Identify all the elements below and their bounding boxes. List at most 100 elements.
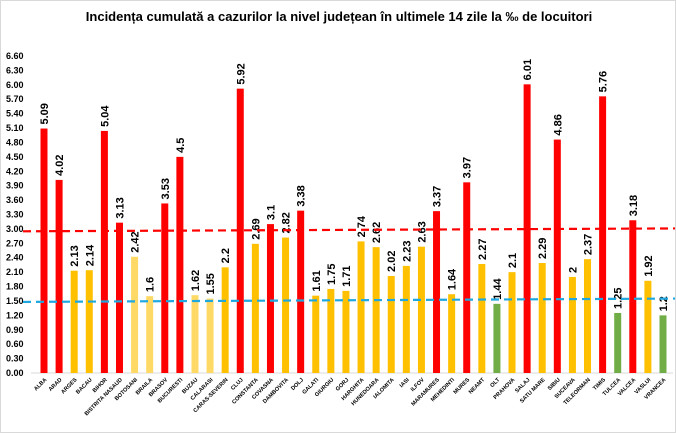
bar-prahova bbox=[508, 272, 516, 373]
y-tick-label: 4.50 bbox=[6, 152, 24, 162]
bar-ilfov bbox=[417, 246, 425, 373]
chart-title: Incidența cumulată a cazurilor la nivel … bbox=[85, 9, 593, 24]
data-label: 1.64 bbox=[447, 268, 459, 290]
bar-suceava bbox=[568, 276, 576, 373]
category-label: ALBA bbox=[33, 377, 48, 392]
bar-dolj bbox=[297, 210, 305, 373]
bar-arad bbox=[55, 179, 63, 373]
red-threshold-line bbox=[22, 227, 675, 233]
data-label: 2.62 bbox=[371, 222, 383, 243]
bar-bihor bbox=[100, 130, 108, 373]
y-tick-label: 1.20 bbox=[6, 310, 24, 320]
data-label: 1.92 bbox=[643, 255, 655, 276]
data-label: 2.82 bbox=[281, 212, 293, 233]
data-label: 3.1 bbox=[265, 205, 277, 220]
data-label: 2.1 bbox=[507, 253, 519, 268]
bar-valcea bbox=[629, 220, 637, 373]
data-label: 2.42 bbox=[130, 231, 142, 252]
y-tick-label: 3.90 bbox=[6, 181, 24, 191]
category-label: NEAMT bbox=[468, 377, 487, 396]
y-tick-label: 5.70 bbox=[6, 94, 24, 104]
bar-dambovita bbox=[282, 237, 290, 373]
data-label: 3.38 bbox=[296, 185, 308, 206]
bar-satu-mare bbox=[538, 263, 546, 373]
data-label: 2.27 bbox=[477, 239, 489, 260]
data-label: 2.2 bbox=[220, 248, 232, 263]
data-label: 6.01 bbox=[522, 59, 534, 80]
data-label: 2.02 bbox=[386, 251, 398, 272]
y-tick-label: 6.60 bbox=[6, 51, 24, 61]
y-tick-label: 5.10 bbox=[6, 123, 24, 133]
data-label: 1.44 bbox=[492, 278, 504, 300]
data-label: 1.2 bbox=[658, 296, 670, 311]
data-label: 2.23 bbox=[401, 240, 413, 261]
y-tick-label: 1.50 bbox=[6, 296, 24, 306]
y-tick-label: 4.20 bbox=[6, 166, 24, 176]
bar-bacau bbox=[85, 270, 93, 373]
bar-calarasi bbox=[206, 298, 214, 373]
y-tick-label: 1.80 bbox=[6, 282, 24, 292]
bar-alba bbox=[40, 128, 48, 373]
data-label: 2.13 bbox=[69, 245, 81, 266]
bar-olt bbox=[493, 303, 501, 373]
data-label: 1.75 bbox=[326, 264, 338, 285]
data-label: 2.69 bbox=[250, 218, 262, 239]
data-label: 1.62 bbox=[190, 270, 202, 291]
data-label: 2.37 bbox=[583, 234, 595, 255]
data-label: 2 bbox=[567, 267, 579, 273]
data-label: 5.04 bbox=[99, 105, 111, 127]
y-tick-label: 0.90 bbox=[6, 325, 24, 335]
bar-harghita bbox=[357, 241, 365, 373]
y-tick-label: 2.70 bbox=[6, 238, 24, 248]
bar-giurgiu bbox=[327, 288, 335, 373]
data-label: 5.09 bbox=[39, 103, 51, 124]
data-label: 1.25 bbox=[613, 288, 625, 309]
data-label: 3.37 bbox=[432, 186, 444, 207]
bar-iasi bbox=[402, 265, 410, 373]
data-label: 2.29 bbox=[537, 238, 549, 259]
bar-gorj bbox=[342, 290, 350, 373]
bar-galati bbox=[312, 295, 320, 373]
y-tick-label: 2.10 bbox=[6, 267, 24, 277]
data-label: 4.86 bbox=[552, 114, 564, 135]
data-label: 2.63 bbox=[416, 221, 428, 242]
y-tick-label: 3.30 bbox=[6, 210, 24, 220]
y-tick-label: 3.00 bbox=[6, 224, 24, 234]
data-label: 4.02 bbox=[54, 154, 66, 175]
data-label: 2.74 bbox=[356, 215, 368, 237]
category-label: IASI bbox=[399, 377, 411, 389]
bar-mehedinti bbox=[448, 294, 456, 373]
bar-constanta bbox=[251, 243, 259, 373]
bar-caras-severin bbox=[221, 267, 229, 373]
bar-salaj bbox=[523, 84, 531, 373]
bar-cluj bbox=[236, 88, 244, 373]
bar-vaslui bbox=[644, 280, 652, 373]
bar-ialomita bbox=[387, 275, 395, 373]
y-tick-label: 0.00 bbox=[6, 368, 24, 378]
y-tick-label: 0.60 bbox=[6, 339, 24, 349]
data-label: 1.55 bbox=[205, 273, 217, 294]
bar-botosani bbox=[131, 256, 139, 373]
bar-covasna bbox=[266, 224, 274, 373]
y-tick-label: 4.80 bbox=[6, 137, 24, 147]
bar-tulcea bbox=[614, 312, 622, 373]
bar-neamt bbox=[478, 263, 486, 373]
bar-timis bbox=[599, 96, 607, 373]
data-label: 3.18 bbox=[628, 195, 640, 216]
bar-brasov bbox=[161, 203, 169, 373]
data-label: 5.76 bbox=[598, 71, 610, 92]
bar-bucuresti bbox=[176, 156, 184, 373]
data-label: 1.71 bbox=[341, 265, 353, 286]
y-tick-label: 6.30 bbox=[6, 65, 24, 75]
y-tick-label: 6.00 bbox=[6, 80, 24, 90]
data-label: 1.6 bbox=[145, 277, 157, 292]
data-label: 1.61 bbox=[311, 270, 323, 291]
blue-threshold-line bbox=[22, 297, 675, 304]
y-tick-label: 2.40 bbox=[6, 253, 24, 263]
bar-arges bbox=[70, 270, 78, 373]
category-label: BACAU bbox=[75, 377, 94, 396]
bar-buzau bbox=[191, 295, 199, 373]
bar-maramures bbox=[433, 211, 441, 373]
bar-hunedoara bbox=[372, 247, 380, 373]
